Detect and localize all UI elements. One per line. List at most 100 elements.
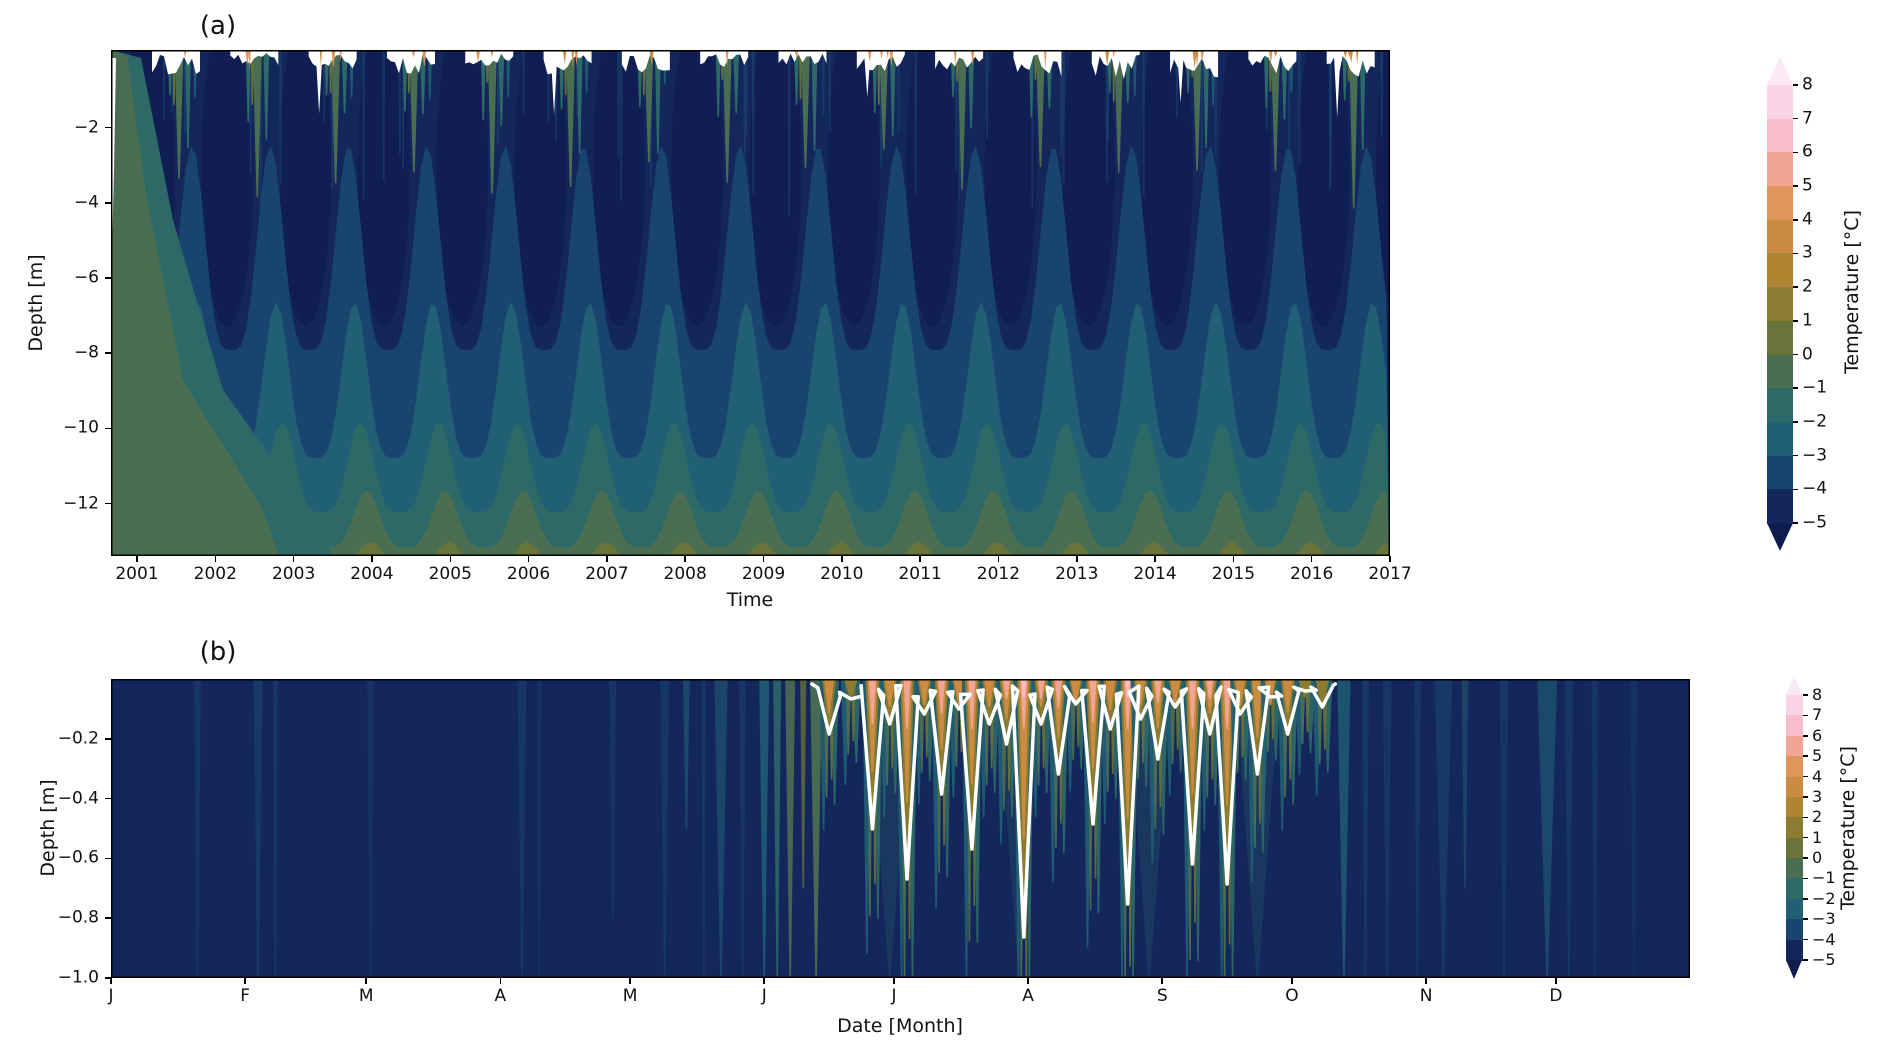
colorbar-b-band (1786, 939, 1803, 961)
thaw-streak (800, 679, 807, 889)
warm-surface-fleck (1343, 50, 1348, 58)
colorbar-a-tick-label: −3 (1802, 445, 1828, 466)
colorbar-a-band (1767, 489, 1793, 524)
thaw-streak (1349, 50, 1359, 209)
panel-a-x-tick-label: 2009 (741, 564, 786, 584)
panel-b-y-tickmark (105, 977, 111, 979)
colorbar-b-tick-label: −1 (1812, 868, 1836, 888)
colorbar-a-tickmark (1793, 522, 1798, 524)
thaw-streak (1342, 50, 1348, 101)
colorbar-b-band (1786, 695, 1803, 716)
thaw-streak (733, 50, 740, 114)
panel-a-y-tickmark (105, 126, 111, 129)
deep-melt-spike (1177, 50, 1185, 103)
panel-a-y-tick-label: −6 (73, 267, 99, 288)
summer-melt-cap (230, 50, 279, 65)
thaw-streak (1001, 679, 1012, 720)
summer-melt-cap (1248, 50, 1297, 74)
panel-a-x-tickmark (136, 556, 138, 562)
colorbar-b-tickmark (1803, 938, 1808, 941)
panel-a-x-tick-label: 2007 (585, 564, 629, 584)
summer-melt-cap (700, 50, 749, 67)
thaw-streak (517, 679, 527, 978)
warm-surface-fleck (422, 50, 427, 68)
warm-surface-fleck (245, 50, 250, 65)
thaw-streak (174, 50, 184, 179)
thaw-streak (902, 679, 912, 803)
thaw-streak (1203, 50, 1210, 148)
thaw-streak (751, 50, 755, 194)
warm-surface-fleck (954, 50, 957, 67)
colorbar-a-tickmark (1793, 185, 1798, 187)
warm-surface-fleck (1273, 50, 1278, 58)
panel-b-x-tickmark (499, 978, 502, 984)
thaw-streak (252, 50, 262, 198)
warm-surface-fleck (1195, 50, 1199, 68)
record-start-warm-wedge (111, 50, 279, 556)
colorbar-b-tickmark (1803, 796, 1808, 798)
cold-core-lobe (671, 50, 724, 326)
thaw-streak (487, 50, 497, 194)
summer-melt-cap (935, 50, 984, 70)
panel-a-x-tickmark (684, 556, 686, 562)
thaw-streak (889, 50, 896, 137)
colorbar-a-tickmark (1793, 387, 1798, 389)
panel-b-x-tickmark (110, 978, 112, 984)
colorbar-b-band (1786, 919, 1803, 941)
cold-core-lobe (827, 50, 880, 326)
cold-core-lobe (592, 50, 645, 326)
colorbar-b-label: Temperature [°C] (1837, 746, 1859, 910)
thaw-streak (1222, 679, 1233, 807)
colorbar-b-tickmark (1803, 918, 1808, 920)
panel-a-y-tick-label: −10 (63, 417, 99, 438)
panel-a-x-tick-label: 2012 (976, 564, 1021, 584)
thaw-streak (1434, 679, 1453, 978)
thaw-streak (1154, 679, 1162, 703)
warm-surface-fleck (1200, 50, 1205, 62)
colorbar-b-tickmark (1803, 755, 1808, 757)
colorbar-a-tickmark (1793, 117, 1798, 120)
panel-a-x-tickmark (214, 556, 217, 562)
summer-melt-cap (1013, 50, 1062, 77)
panel-b-y-tickmark (105, 917, 111, 919)
panel-a-x-tickmark (1232, 556, 1235, 562)
band-minus1-0 (111, 490, 1390, 556)
thaw-streak (843, 679, 858, 698)
colorbar-a-label: Temperature [°C] (1841, 210, 1863, 374)
warm-surface-fleck (183, 50, 187, 58)
thaw-streak (914, 50, 917, 194)
cold-core-lobe (1297, 50, 1350, 326)
panel-a-x-tick-label: 2010 (820, 564, 864, 584)
thaw-streak (617, 50, 620, 159)
panel-a-y-tickmark (105, 202, 111, 204)
warm-surface-fleck (867, 50, 872, 62)
colorbar-b-band (1786, 756, 1803, 778)
panel-b-x-tick-label: A (1022, 986, 1034, 1006)
warm-surface-fleck (475, 50, 481, 63)
thaw-streak (331, 50, 341, 184)
deep-melt-spike (550, 50, 558, 115)
panel-b-x-tick-label: D (1549, 986, 1563, 1006)
thaw-streak (822, 50, 825, 116)
band-0-plus1 (111, 542, 1390, 556)
colorbar-b-under-arrow (1786, 959, 1802, 979)
panel-b-x-tick-label: A (494, 986, 507, 1006)
thaw-streak (609, 679, 617, 919)
warm-surface-fleck (319, 50, 322, 68)
panel-a-x-tick-label: 2006 (506, 564, 551, 584)
cold-core-lobe (1062, 50, 1115, 326)
colorbar-b-tickmark (1803, 898, 1808, 900)
colorbar-b-band (1786, 858, 1803, 879)
thaw-streak (480, 50, 486, 121)
colorbar-a-band (1767, 118, 1793, 153)
thaw-streak (1359, 50, 1366, 150)
warm-surface-fleck (562, 50, 567, 64)
thaw-streak (1315, 679, 1330, 705)
colorbar-b-tickmark (1803, 959, 1808, 961)
panel-b-x-tickmark (365, 978, 367, 984)
thaw-streak (506, 50, 511, 98)
panel-b-x-tick-label: F (240, 986, 250, 1006)
thaw-streak (867, 679, 878, 772)
thaw-streak (745, 50, 748, 137)
thaw-streak (683, 679, 690, 829)
